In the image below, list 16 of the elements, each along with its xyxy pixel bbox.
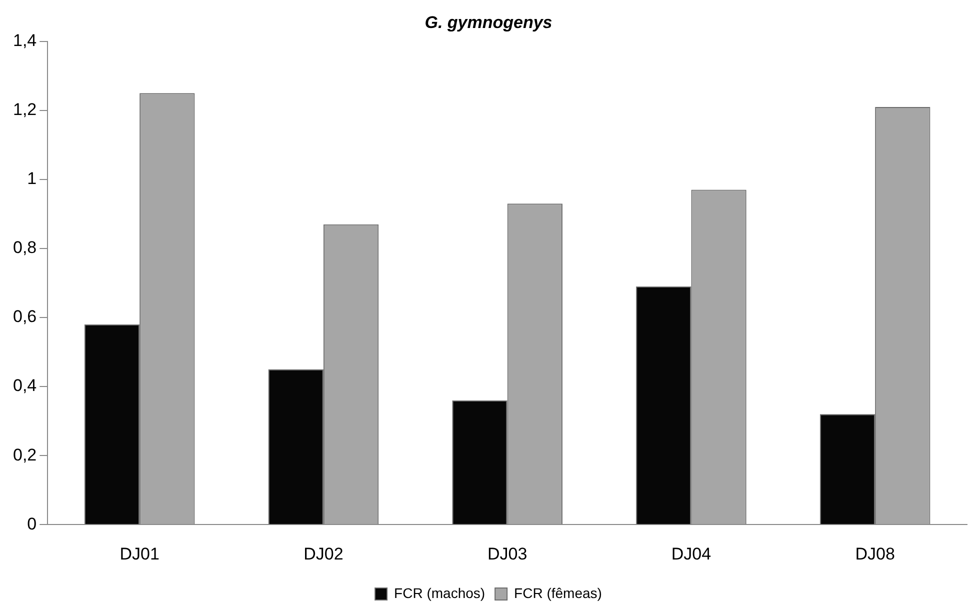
x-tick-label: DJ03: [487, 544, 528, 564]
x-tick-label: DJ02: [304, 544, 344, 564]
y-tick-label: 0,4: [12, 376, 37, 396]
x-tick-label: DJ04: [671, 544, 712, 564]
chart-title: G. gymnogenys: [424, 12, 552, 32]
x-tick-label: DJ01: [120, 544, 160, 564]
y-tick-label: 0,2: [12, 445, 37, 464]
y-tick-label: 1,2: [12, 100, 37, 120]
y-tick-label: 1,4: [12, 31, 37, 50]
legend-label: FCR (fêmeas): [514, 584, 602, 601]
y-tick-label: 0: [27, 514, 37, 534]
legend-label: FCR (machos): [394, 584, 486, 601]
y-tick-label: 0,6: [12, 307, 37, 326]
y-tick-label: 1: [27, 169, 37, 188]
y-tick-label: 0,8: [12, 238, 37, 258]
x-tick-label: DJ08: [855, 544, 895, 564]
